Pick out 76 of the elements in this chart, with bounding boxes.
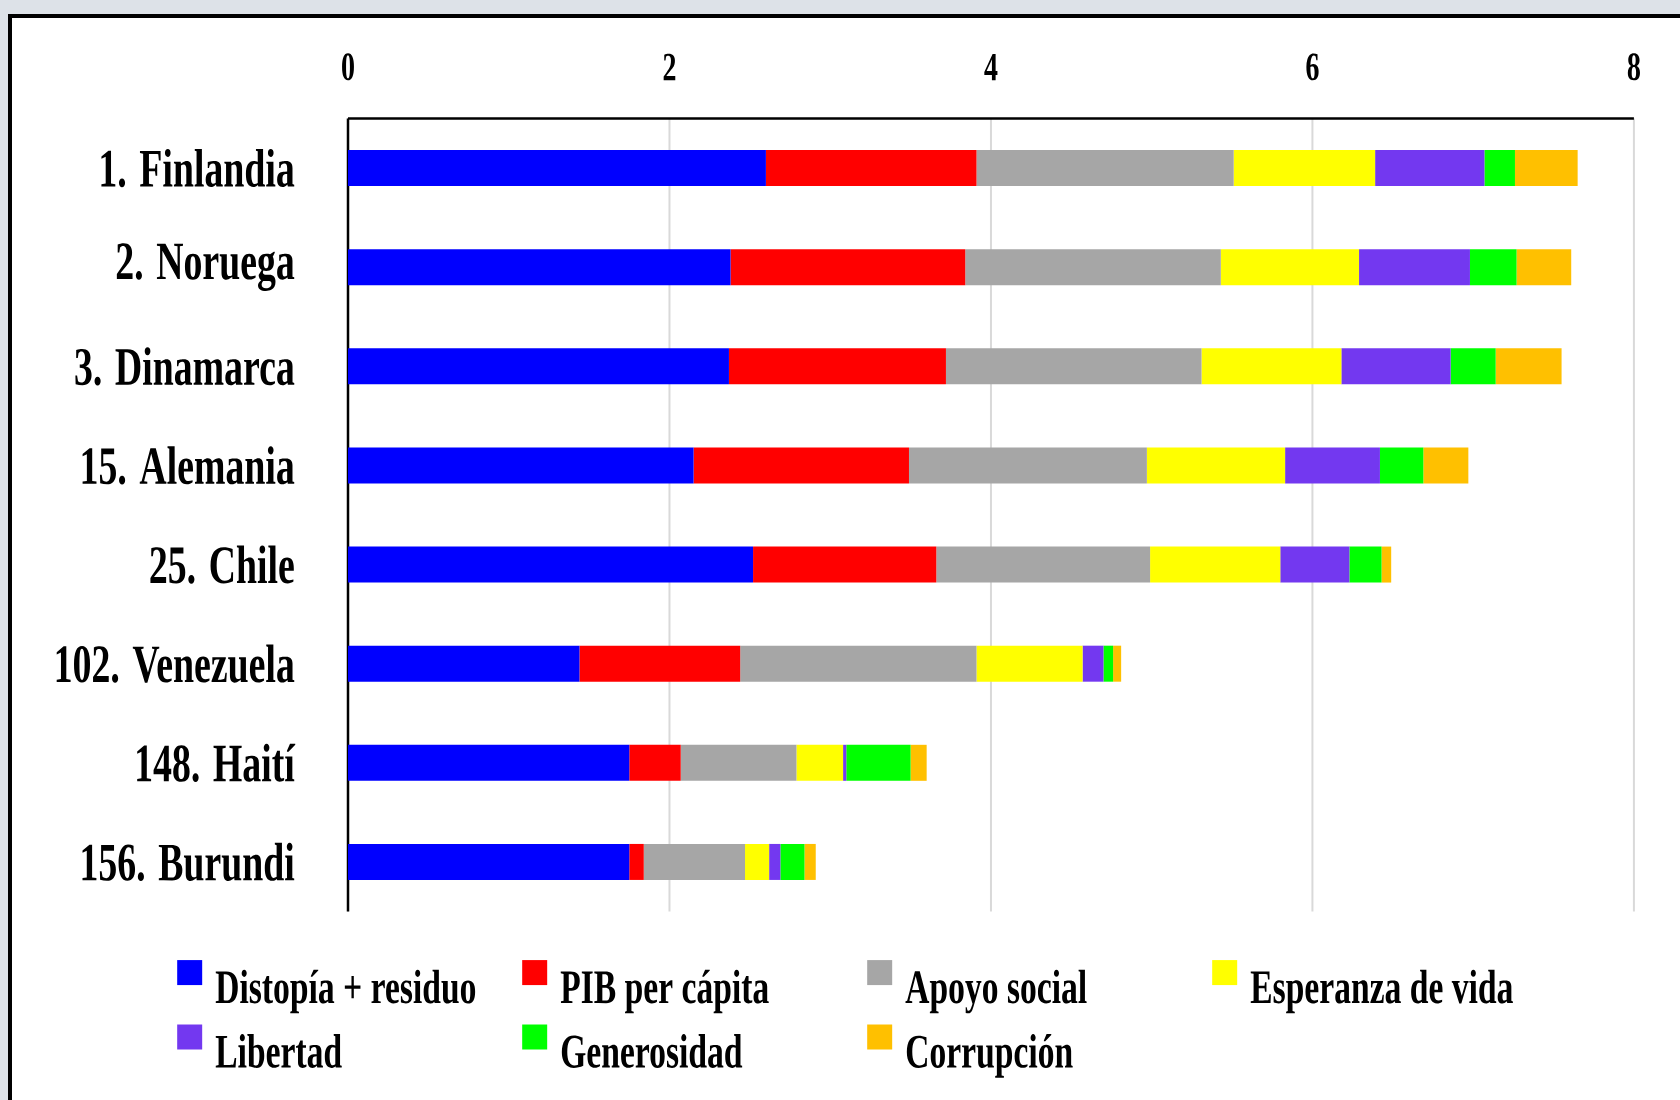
bar — [1082, 645, 1104, 682]
bar — [843, 744, 847, 781]
bar — [1280, 546, 1350, 583]
bar — [643, 843, 746, 880]
legend-label: Generosidad — [561, 1034, 743, 1068]
bar — [769, 843, 781, 880]
bar — [796, 744, 844, 781]
bar — [1233, 150, 1376, 187]
y-tick-label: 1. Finlandia — [101, 148, 295, 188]
x-tick-label: 4 — [984, 53, 998, 81]
bar — [629, 843, 644, 880]
bar — [745, 843, 770, 880]
bar — [976, 150, 1234, 187]
bar — [1423, 447, 1469, 484]
bar — [348, 546, 754, 583]
bar — [1375, 150, 1485, 187]
bar — [1220, 249, 1360, 286]
bar — [753, 546, 937, 583]
bar — [804, 843, 816, 880]
y-tick-label: 3. Dinamarca — [75, 347, 295, 386]
bar — [1359, 249, 1470, 286]
y-tick-label: 2. Noruega — [116, 243, 295, 292]
bar — [348, 843, 630, 880]
bar — [1341, 348, 1451, 385]
bar — [936, 546, 1151, 583]
legend-label: Apoyo social — [905, 969, 1087, 1014]
bar — [1285, 447, 1380, 484]
bar — [1516, 249, 1572, 286]
legend-label: Libertad — [215, 1034, 342, 1068]
bar — [1150, 546, 1281, 583]
legend-label: PIB per cápita — [560, 969, 769, 1014]
bar — [1450, 348, 1496, 385]
bar — [728, 348, 946, 385]
bar — [1379, 447, 1424, 484]
bar — [1146, 447, 1286, 484]
bar — [579, 645, 741, 682]
bar — [348, 348, 729, 385]
bar — [1349, 546, 1382, 583]
bar — [680, 744, 797, 781]
bar — [945, 348, 1202, 385]
bar — [348, 249, 731, 286]
bar — [765, 150, 977, 187]
bar — [1103, 645, 1114, 682]
bar — [1495, 348, 1562, 385]
bar — [1381, 546, 1392, 583]
bar — [780, 843, 805, 880]
bar — [693, 447, 909, 484]
bar — [629, 744, 681, 781]
bar — [1484, 150, 1515, 187]
y-tick-label: 15. Alemania — [82, 446, 295, 485]
bar — [910, 744, 927, 781]
y-tick-label: 102. Venezuela — [56, 644, 295, 683]
bar — [908, 447, 1147, 484]
y-tick-label: 25. Chile — [150, 545, 294, 584]
bar — [1113, 645, 1122, 682]
x-tick-label: 2 — [663, 53, 676, 81]
bar — [1201, 348, 1342, 385]
bar — [740, 645, 977, 682]
legend-label: Corrupción — [906, 1034, 1073, 1078]
bar — [1469, 249, 1517, 286]
legend-label: Distopía + residuo — [215, 969, 476, 1014]
bar — [965, 249, 1221, 286]
bar — [1514, 150, 1578, 187]
bar — [348, 744, 630, 781]
y-tick-label: 156. Burundi — [82, 842, 295, 882]
x-tick-label: 0 — [342, 53, 354, 81]
bar — [348, 447, 694, 484]
x-tick-label: 6 — [1306, 53, 1319, 81]
x-tick-label: 8 — [1627, 53, 1640, 81]
legend-label: Esperanza de vida — [1250, 969, 1513, 1014]
bar — [348, 150, 766, 187]
bar — [976, 645, 1083, 682]
y-tick-label: 148. Haití — [137, 743, 296, 782]
bar — [846, 744, 911, 781]
bar — [348, 645, 580, 682]
bar — [730, 249, 966, 286]
